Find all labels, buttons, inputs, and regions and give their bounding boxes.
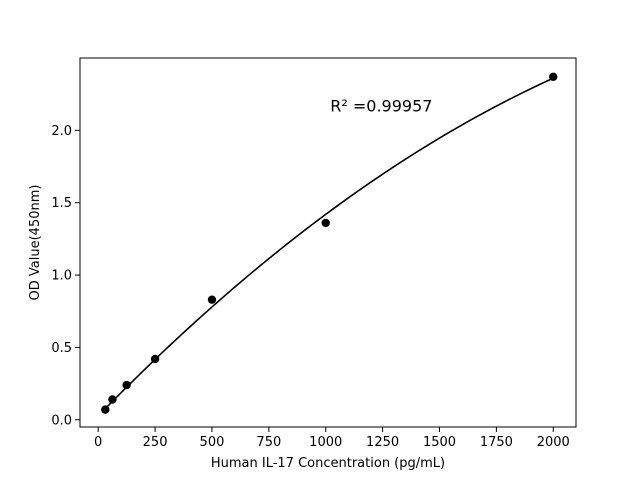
- data-point: [321, 218, 330, 228]
- x-tick-label: 1000: [309, 435, 342, 450]
- x-tick-label: 1750: [480, 435, 513, 450]
- x-tick-label: 2000: [537, 435, 570, 450]
- y-tick-label: 1.0: [51, 269, 72, 284]
- x-tick-label: 1250: [366, 435, 399, 450]
- x-tick-label: 0: [94, 435, 102, 450]
- x-tick-label: 750: [256, 435, 281, 450]
- data-point: [150, 354, 160, 364]
- data-points-layer: [101, 72, 558, 414]
- x-axis-ticks: 0 250 500 750 1000 1250 1500 1750 2000: [94, 427, 570, 450]
- data-point: [549, 72, 558, 82]
- r-squared-annotation: R² =0.99957: [330, 97, 432, 116]
- x-tick-label: 250: [143, 435, 168, 450]
- y-tick-label: 1.5: [51, 196, 72, 211]
- y-axis-label: OD Value(450nm): [28, 185, 43, 301]
- y-tick-label: 0.5: [51, 341, 72, 356]
- y-tick-label: 0.0: [51, 413, 72, 428]
- y-tick-label: 2.0: [51, 124, 72, 139]
- plot-frame: [79, 57, 577, 428]
- data-point: [108, 395, 117, 404]
- fit-curve-line: [104, 77, 554, 410]
- data-point: [122, 380, 131, 390]
- x-tick-label: 1500: [423, 435, 456, 450]
- x-axis-label: Human IL-17 Concentration (pg/mL): [211, 456, 445, 471]
- x-tick-label: 500: [200, 435, 225, 450]
- data-point: [207, 295, 217, 304]
- data-point: [101, 405, 110, 414]
- fit-curve-layer: [104, 77, 554, 410]
- y-axis-ticks: 0.0 0.5 1.0 1.5 2.0: [51, 124, 80, 428]
